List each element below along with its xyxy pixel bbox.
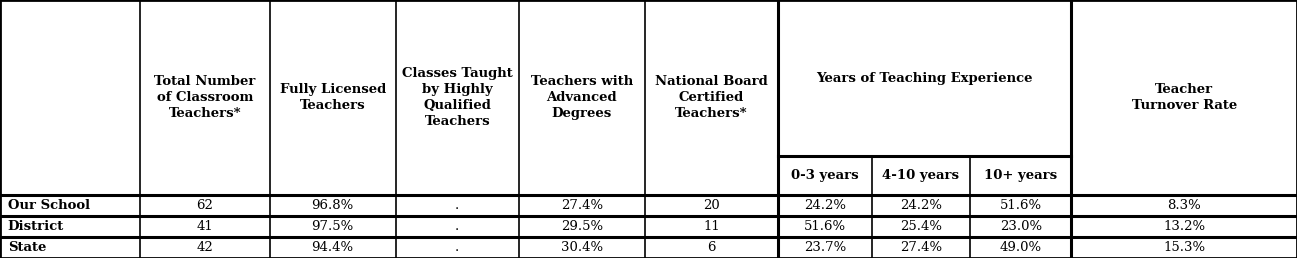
Text: State: State xyxy=(8,241,47,254)
Text: 6: 6 xyxy=(707,241,716,254)
Text: 24.2%: 24.2% xyxy=(804,199,846,212)
Text: 23.0%: 23.0% xyxy=(1000,220,1041,233)
Text: 41: 41 xyxy=(197,220,213,233)
Text: 4-10 years: 4-10 years xyxy=(882,169,960,182)
Text: 51.6%: 51.6% xyxy=(804,220,846,233)
Text: 49.0%: 49.0% xyxy=(1000,241,1041,254)
Text: 30.4%: 30.4% xyxy=(560,241,603,254)
Text: .: . xyxy=(455,199,459,212)
Text: 25.4%: 25.4% xyxy=(900,220,942,233)
Text: 96.8%: 96.8% xyxy=(311,199,354,212)
Text: 20: 20 xyxy=(703,199,720,212)
Text: 42: 42 xyxy=(197,241,213,254)
Text: 11: 11 xyxy=(703,220,720,233)
Text: .: . xyxy=(455,220,459,233)
Text: National Board
Certified
Teachers*: National Board Certified Teachers* xyxy=(655,75,768,120)
Text: Teacher
Turnover Rate: Teacher Turnover Rate xyxy=(1131,83,1237,112)
Text: Total Number
of Classroom
Teachers*: Total Number of Classroom Teachers* xyxy=(154,75,256,120)
Text: Years of Teaching Experience: Years of Teaching Experience xyxy=(817,71,1032,85)
Text: Classes Taught
by Highly
Qualified
Teachers: Classes Taught by Highly Qualified Teach… xyxy=(402,67,512,128)
Text: 8.3%: 8.3% xyxy=(1167,199,1201,212)
Text: Our School: Our School xyxy=(8,199,89,212)
Text: 13.2%: 13.2% xyxy=(1163,220,1205,233)
Text: 0-3 years: 0-3 years xyxy=(791,169,859,182)
Text: 10+ years: 10+ years xyxy=(984,169,1057,182)
Text: .: . xyxy=(455,241,459,254)
Text: 27.4%: 27.4% xyxy=(560,199,603,212)
Text: Fully Licensed
Teachers: Fully Licensed Teachers xyxy=(280,83,385,112)
Text: 15.3%: 15.3% xyxy=(1163,241,1205,254)
Text: 97.5%: 97.5% xyxy=(311,220,354,233)
Text: 23.7%: 23.7% xyxy=(804,241,846,254)
Text: 29.5%: 29.5% xyxy=(560,220,603,233)
Text: 51.6%: 51.6% xyxy=(1000,199,1041,212)
Text: 62: 62 xyxy=(196,199,214,212)
Text: 94.4%: 94.4% xyxy=(311,241,354,254)
Text: Teachers with
Advanced
Degrees: Teachers with Advanced Degrees xyxy=(530,75,633,120)
Text: 27.4%: 27.4% xyxy=(900,241,942,254)
Text: 24.2%: 24.2% xyxy=(900,199,942,212)
Text: District: District xyxy=(8,220,64,233)
